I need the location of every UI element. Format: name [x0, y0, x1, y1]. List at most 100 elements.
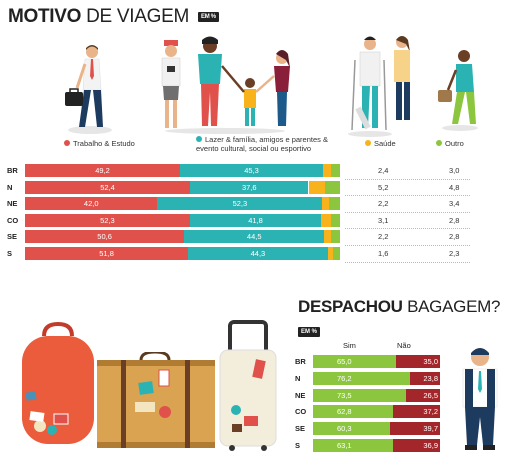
chart1-title: MOTIVO DE VIAGEM EM %: [8, 6, 219, 28]
chart1-data-label: 42,0: [83, 199, 99, 209]
chart2-category-label: N: [295, 373, 301, 383]
chart2-data-label: 36,9: [423, 441, 438, 450]
chart1-saude-value: 2,4: [378, 166, 389, 175]
chart1-saude-value: 2,2: [378, 232, 389, 242]
chart1-row-separator: [345, 178, 470, 180]
chart1-title-light: DE VIAGEM: [86, 6, 190, 27]
chart1-data-label: 44,3: [250, 249, 266, 258]
chart1-data-label: 51,8: [99, 249, 114, 258]
legend-label-outro: Outro: [445, 139, 464, 148]
chart2-bar-segment: [409, 371, 440, 385]
chart1-bar-segment: [331, 213, 340, 227]
chart1-data-label: 41,8: [248, 215, 263, 225]
chart1-title-bold: MOTIVO: [8, 6, 82, 27]
chart1-row-separator: [345, 195, 470, 197]
chart1-bar-segment: [25, 180, 191, 194]
chart1-unit-badge: EM %: [198, 12, 219, 22]
chart1-data-label: 45,3: [244, 166, 259, 175]
chart1-bar-segment: [180, 164, 323, 177]
chart2-category-label: BR: [295, 357, 306, 366]
chart1-bar-segment: [25, 230, 185, 244]
brown-suitcase-illustration: [97, 352, 215, 448]
chart2-data-label: 39,7: [423, 424, 438, 434]
chart2-bar-segment: [392, 405, 440, 419]
chart1-data-label: 44,5: [246, 232, 262, 242]
health-illustration: [348, 36, 410, 137]
legend-item-trabalho: Trabalho & Estudo: [64, 139, 135, 148]
chart1-category-label: SE: [7, 232, 18, 242]
legend-swatch-trabalho: [64, 140, 70, 146]
chart2-category-label: S: [295, 441, 301, 450]
chart1-category-label: NE: [7, 199, 18, 209]
chart1-category-label: BR: [7, 166, 18, 175]
chart1-outro-value: 2,8: [449, 232, 460, 242]
chart1-bar-segment: [184, 230, 325, 244]
chart1-bar-segment: [188, 247, 328, 260]
chart1-category-label: N: [7, 182, 13, 192]
chart1-data-label: 50,6: [97, 232, 112, 242]
chart1-outro-value: 2,3: [449, 249, 460, 258]
chart1-bar-segment: [322, 164, 331, 177]
chart1-outro-value: 3,0: [449, 166, 460, 175]
chart2-data-label: 76,2: [337, 373, 352, 383]
chart1-bar-segment: [25, 164, 181, 177]
chart2-category-label: SE: [295, 424, 306, 434]
chart1-row-separator: [345, 244, 470, 246]
chart2-col-sim: Sim: [343, 341, 356, 350]
chart2-bar-segment: [313, 388, 407, 402]
chart2-data-label: 63,1: [337, 441, 352, 450]
chart2-bar-segment: [313, 405, 393, 419]
chart1-saude-value: 2,2: [378, 199, 389, 209]
chart1-data-label: 37,6: [241, 182, 257, 192]
chart1-category-label: CO: [7, 215, 19, 225]
chart2-bar-segment: [313, 422, 390, 436]
chart2-bar-segment: [313, 439, 394, 452]
chart2-unit-badge: EM %: [298, 327, 321, 337]
legend-label-saude: Saúde: [374, 139, 396, 148]
chart2-category-label: NE: [295, 390, 306, 400]
traveler-with-bag-illustration: [462, 348, 498, 450]
chart1-data-label: 49,2: [95, 166, 110, 175]
chart1-data-label: 52,3: [100, 215, 115, 225]
legend-item-saude: Saúde: [365, 139, 396, 148]
legend-item-outro: Outro: [436, 139, 464, 148]
chart2-data-label: 62,8: [337, 407, 352, 417]
chart1-row-separator: [345, 228, 470, 230]
chart1-bar-segment: [324, 230, 332, 244]
chart1-bar-segment: [330, 164, 340, 177]
chart1-bar-segment: [332, 247, 340, 260]
chart1-saude-value: 5,2: [378, 182, 389, 192]
chart1-outro-value: 2,8: [449, 215, 460, 225]
chart1-category-label: S: [7, 249, 13, 258]
businessman-illustration: [65, 45, 112, 134]
chart1-data-label: 52,3: [232, 199, 248, 209]
legend-swatch-outro: [436, 140, 442, 146]
chart2-bar-segment: [313, 371, 410, 385]
chart2-data-label: 35,0: [423, 357, 438, 366]
chart2-data-label: 26,5: [423, 390, 438, 400]
chart2-title-bold: DESPACHOU: [298, 297, 403, 316]
chart1-bar-segment: [25, 247, 189, 260]
chart2-bar-segment: [389, 422, 440, 436]
chart1-bar-segment: [321, 213, 332, 227]
chart2-data-label: 23,8: [423, 373, 438, 383]
chart2-bar-segment: [393, 439, 440, 452]
chart2-category-label: CO: [295, 407, 307, 417]
white-suitcase-illustration: [219, 320, 277, 451]
chart2-data-label: 73,5: [337, 390, 352, 400]
chart2-data-label: 60,3: [337, 424, 352, 434]
chart1-data-label: 52,4: [100, 182, 115, 192]
chart1-bar-segment: [308, 180, 325, 194]
chart2-title-light: BAGAGEM?: [407, 297, 501, 316]
chart1-saude-value: 1,6: [378, 249, 389, 258]
chart2-bar-segment: [313, 355, 396, 368]
chart2-data-label: 65,0: [337, 357, 352, 366]
red-suitcase-illustration: [22, 322, 94, 444]
legend-label-trabalho: Trabalho & Estudo: [73, 139, 135, 148]
chart2-bar-segment: [395, 355, 440, 368]
chart1-outro-value: 4,8: [449, 182, 460, 192]
chart2-bar-segment: [406, 388, 440, 402]
family-friends-illustration: [161, 36, 290, 134]
chart1-bar-segment: [157, 197, 323, 211]
